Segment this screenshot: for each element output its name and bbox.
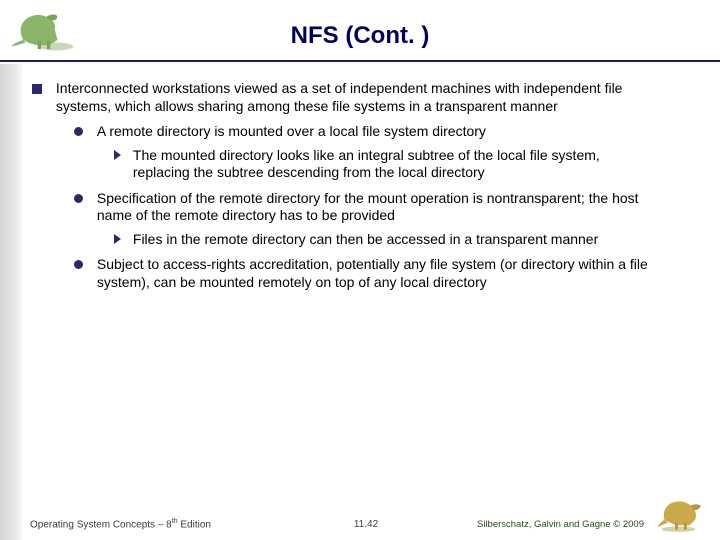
square-bullet-icon bbox=[32, 84, 42, 94]
bullet-level3: The mounted directory looks like an inte… bbox=[114, 147, 700, 182]
bullet-level2: Specification of the remote directory fo… bbox=[74, 190, 700, 225]
bullet-text: Specification of the remote directory fo… bbox=[97, 190, 662, 225]
footer-left: Operating System Concepts – 8th Edition bbox=[30, 518, 211, 530]
footer-center: 11.42 bbox=[354, 519, 378, 530]
arrow-bullet-icon bbox=[114, 150, 121, 160]
bullet-text: A remote directory is mounted over a loc… bbox=[97, 123, 662, 141]
side-stripe bbox=[0, 64, 22, 540]
bullet-text: The mounted directory looks like an inte… bbox=[133, 147, 653, 182]
circle-bullet-icon bbox=[74, 127, 83, 136]
bullet-level2: A remote directory is mounted over a loc… bbox=[74, 123, 700, 141]
circle-bullet-icon bbox=[74, 260, 83, 269]
bullet-level3: Files in the remote directory can then b… bbox=[114, 231, 700, 249]
dinosaur-icon bbox=[10, 6, 76, 54]
slide-title: NFS (Cont. ) bbox=[0, 0, 720, 50]
arrow-bullet-icon bbox=[114, 234, 121, 244]
bullet-text: Interconnected workstations viewed as a … bbox=[56, 80, 676, 115]
footer-left-prefix: Operating System Concepts – 8 bbox=[30, 519, 172, 530]
circle-bullet-icon bbox=[74, 194, 83, 203]
bullet-text: Subject to access-rights accreditation, … bbox=[97, 256, 662, 291]
slide: NFS (Cont. ) Interconnected workstations… bbox=[0, 0, 720, 540]
bullet-text: Files in the remote directory can then b… bbox=[133, 231, 653, 249]
slide-footer: Operating System Concepts – 8th Edition … bbox=[22, 502, 710, 530]
bullet-level2: Subject to access-rights accreditation, … bbox=[74, 256, 700, 291]
dinosaur-icon bbox=[656, 494, 712, 534]
slide-content: Interconnected workstations viewed as a … bbox=[32, 80, 700, 490]
bullet-level1: Interconnected workstations viewed as a … bbox=[32, 80, 700, 115]
footer-left-suffix: Edition bbox=[178, 519, 211, 530]
slide-header: NFS (Cont. ) bbox=[0, 0, 720, 62]
footer-right: Silberschatz, Galvin and Gagne © 2009 bbox=[477, 519, 644, 530]
